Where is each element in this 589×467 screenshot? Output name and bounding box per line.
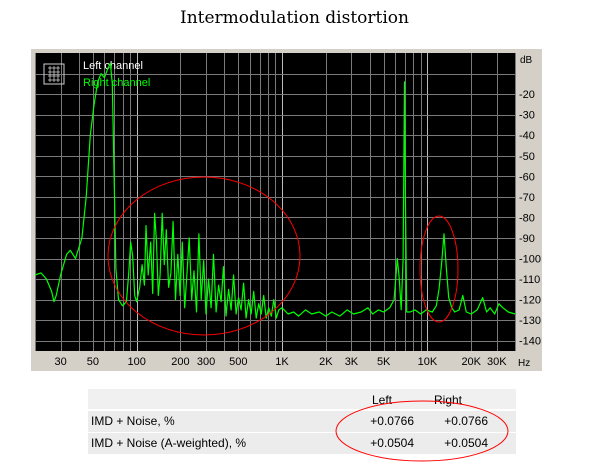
legend-left-channel: Left channel <box>83 60 143 72</box>
y-tick-label: -40 <box>519 130 535 142</box>
x-tick-label: 50 <box>87 356 99 368</box>
legend-icon <box>43 63 65 85</box>
right-value: +0.0504 <box>444 436 488 450</box>
x-tick-label: 30 <box>54 356 66 368</box>
y-tick-label: -70 <box>519 192 535 204</box>
y-tick-label: -90 <box>519 233 535 245</box>
x-tick-label: 2K <box>319 356 333 368</box>
x-tick-label: 10K <box>418 356 438 368</box>
y-tick-label: -50 <box>519 151 535 163</box>
y-tick-label: -140 <box>519 336 541 348</box>
row-label: IMD + Noise, % <box>91 414 175 428</box>
page-title: Intermodulation distortion <box>180 8 409 28</box>
legend-icon-grid <box>48 66 60 82</box>
right-value: +0.0766 <box>444 414 488 428</box>
x-tick-label: 30K <box>487 356 507 368</box>
x-tick-label: 300 <box>197 356 215 368</box>
y-tick-label: -20 <box>519 89 535 101</box>
y-tick-label: -60 <box>519 171 535 183</box>
y-tick-label: -110 <box>519 274 540 286</box>
x-tick-label: 200 <box>171 356 189 368</box>
y-tick-labels: -20 -30 -40 -50 -60 -70 -80 -90 -100 -110 -120 -130… <box>519 89 541 348</box>
left-value: +0.0766 <box>370 414 414 428</box>
x-tick-label: 1K <box>275 356 289 368</box>
x-tick-label: 500 <box>229 356 247 368</box>
x-tick-label: 3K <box>345 356 359 368</box>
results-table: Left Right IMD + Noise, % +0.0766 +0.076… <box>88 389 516 455</box>
y-tick-label: -30 <box>519 110 535 122</box>
y-tick-label: -120 <box>519 295 541 307</box>
legend-right-channel: Right channel <box>83 77 150 89</box>
y-tick-label: -100 <box>519 254 541 266</box>
y-axis-unit: dB <box>520 55 533 66</box>
header-right: Right <box>434 393 463 407</box>
x-tick-label: 5K <box>377 356 391 368</box>
left-value: +0.0504 <box>370 436 414 450</box>
x-axis-unit: Hz <box>518 358 530 369</box>
header-left: Left <box>372 393 393 407</box>
row-label: IMD + Noise (A-weighted), % <box>91 436 247 450</box>
y-tick-label: -80 <box>519 212 535 224</box>
x-tick-label: 20K <box>461 356 481 368</box>
y-tick-label: -130 <box>519 315 541 327</box>
table-row: IMD + Noise (A-weighted), % +0.0504 +0.0… <box>88 433 516 454</box>
spectrum-svg: -20 -30 -40 -50 -60 -70 -80 -90 -100 -110 -120 -130… <box>34 53 541 369</box>
legend: Left channel Right channel <box>43 60 150 89</box>
spectrum-chart: -20 -30 -40 -50 -60 -70 -80 -90 -100 -110 -120 -130… <box>31 49 542 371</box>
x-tick-label: 100 <box>127 356 145 368</box>
x-tick-labels: 30 50 100 200 300 500 1K 2K 3K 5K 10K 20K 30K <box>54 356 507 368</box>
results-header: Left Right <box>88 389 516 409</box>
table-row: IMD + Noise, % +0.0766 +0.0766 <box>88 411 516 432</box>
